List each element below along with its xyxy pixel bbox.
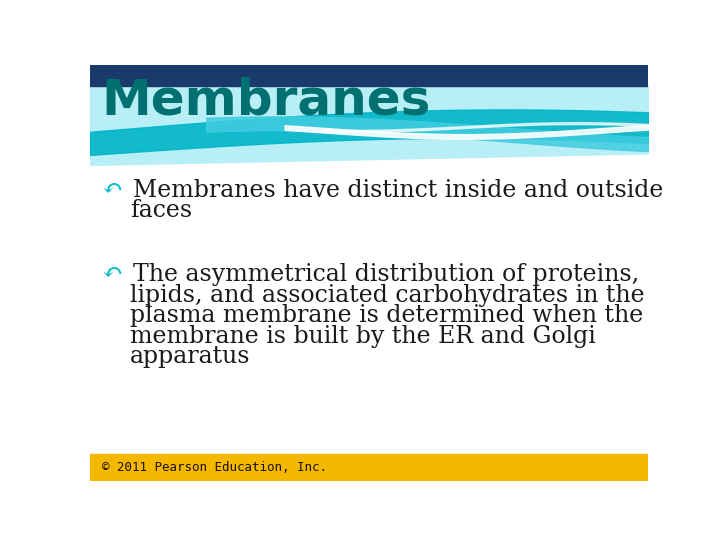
Text: Membranes: Membranes (102, 77, 431, 125)
Bar (90, 454, 648, 481)
Bar (90, 65, 648, 85)
Text: © 2011 Pearson Education, Inc.: © 2011 Pearson Education, Inc. (102, 461, 327, 474)
Text: lipids, and associated carbohydrates in the: lipids, and associated carbohydrates in … (130, 284, 645, 307)
Text: Membranes have distinct inside and outside: Membranes have distinct inside and outsi… (132, 179, 663, 202)
Text: faces: faces (130, 199, 192, 222)
Text: The asymmetrical distribution of proteins,: The asymmetrical distribution of protein… (132, 264, 639, 286)
Text: ↶: ↶ (102, 264, 122, 286)
Text: membrane is built by the ER and Golgi: membrane is built by the ER and Golgi (130, 325, 596, 348)
Text: apparatus: apparatus (130, 345, 251, 368)
Text: ↶: ↶ (102, 179, 122, 202)
Text: plasma membrane is determined when the: plasma membrane is determined when the (130, 304, 644, 327)
